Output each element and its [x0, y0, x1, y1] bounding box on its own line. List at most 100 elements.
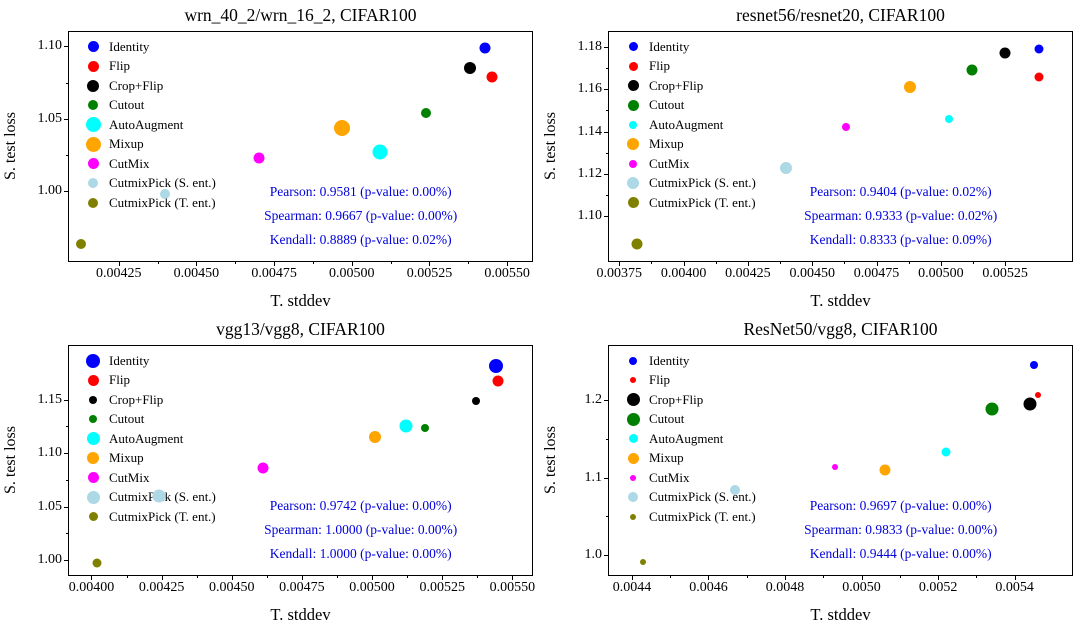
legend: Identity Flip Crop+Flip Cutout AutoAugment Mi… — [77, 351, 216, 527]
legend-item: Crop+Flip — [77, 390, 216, 410]
legend-item-label: Crop+Flip — [109, 391, 164, 407]
scatter-point-cutmix — [253, 152, 265, 164]
legend-item-label: Flip — [109, 372, 130, 388]
legend-item-label: Cutout — [649, 411, 685, 427]
legend-marker-cell — [617, 434, 649, 444]
y-tick-mark — [604, 554, 609, 556]
legend-marker-autoaugment — [85, 117, 101, 133]
chart-title: resnet56/resnet20, CIFAR100 — [736, 5, 945, 25]
legend-marker-cutout — [627, 99, 639, 111]
y-tick-mark — [604, 89, 609, 91]
legend-marker-autoaugment — [86, 432, 100, 446]
legend-marker-cell — [617, 80, 649, 92]
scatter-point-cutmixpick-t-ent — [76, 238, 87, 249]
legend-marker-cell — [77, 178, 109, 189]
x-axis-label: T. stddev — [810, 605, 871, 624]
correlation-stats: Pearson: 0.9742 (p-value: 0.00%) Spearman… — [194, 494, 527, 566]
legend-item-label: Flip — [649, 372, 670, 388]
legend-item-label: CutmixPick (T. ent.) — [649, 508, 756, 524]
legend-item-label: Cutout — [109, 97, 145, 113]
y-tick-mark — [64, 399, 69, 401]
x-tick-label: 0.00475 — [279, 580, 325, 595]
y-tick-mark — [64, 118, 69, 120]
legend-marker-cutmix — [87, 158, 99, 170]
y-tick-label: 1.15 — [37, 391, 63, 407]
legend-item: Flip — [77, 57, 216, 77]
x-tick-mark — [876, 261, 878, 266]
x-tick-mark — [274, 261, 276, 266]
legend-marker-flip — [87, 60, 99, 72]
legend: Identity Flip Crop+Flip Cutout AutoAugment Mi… — [617, 351, 756, 527]
y-tick-mark — [64, 453, 69, 454]
legend-marker-cell — [77, 512, 109, 522]
legend-marker-mixup — [87, 452, 99, 465]
correlation-stat-line: Pearson: 0.9697 (p-value: 0.00%) — [809, 497, 992, 513]
x-tick-mark — [631, 575, 633, 580]
x-tick-mark — [91, 575, 93, 580]
legend-marker-flip — [630, 377, 636, 384]
legend-marker-flip — [628, 61, 638, 71]
x-tick-mark — [429, 261, 431, 266]
x-tick-mark — [196, 261, 198, 266]
legend-item: CutMix — [617, 468, 756, 488]
scatter-point-mixup — [879, 464, 890, 476]
scatter-point-cutmix — [841, 123, 850, 132]
y-tick-mark — [64, 560, 69, 562]
legend-marker-cell — [617, 99, 649, 111]
y-minor-tick-mark — [606, 438, 609, 440]
legend-item-label: Identity — [649, 38, 690, 54]
scatter-point-autoaugment — [372, 144, 388, 160]
scatter-point-cutmix — [257, 462, 269, 474]
legend-marker-cutmix — [630, 474, 636, 481]
scatter-point-flip — [492, 375, 504, 387]
legend-marker-identity — [86, 353, 100, 368]
correlation-stat-line: Spearman: 0.9833 (p-value: 0.00%) — [804, 521, 998, 537]
x-minor-tick-mark — [312, 261, 314, 264]
x-tick-label: 0.00450 — [209, 580, 255, 595]
legend-item-label: Cutout — [649, 97, 685, 113]
y-axis-label-text: S. test loss — [2, 112, 19, 181]
x-tick-label: 0.0048 — [765, 580, 805, 595]
x-tick-mark — [507, 261, 509, 266]
legend-item: Crop+Flip — [617, 76, 756, 96]
legend-item-label: CutmixPick (T. ent.) — [109, 194, 216, 210]
y-minor-tick-mark — [606, 110, 609, 112]
x-minor-tick-mark — [126, 575, 128, 578]
y-axis-label-text: S. test loss — [2, 426, 19, 495]
scatter-point-cutmixpick-s-ent — [152, 489, 166, 503]
y-axis-label: S. test loss — [540, 31, 562, 262]
legend-item-label: AutoAugment — [649, 430, 724, 446]
scatter-point-cutmix — [831, 463, 838, 470]
y-minor-tick-mark — [66, 479, 69, 481]
chart-panel-wrn40-2-wrn16-2: wrn_40_2/wrn_16_2, CIFAR100 S. test loss… — [0, 0, 540, 314]
legend-marker-crop-flip — [627, 80, 639, 92]
x-tick-label: 0.00475 — [853, 266, 900, 281]
x-minor-tick-mark — [468, 261, 470, 264]
x-tick-label: 0.00400 — [660, 266, 707, 281]
legend-marker-identity — [628, 42, 638, 52]
legend-marker-mixup — [627, 452, 639, 464]
scatter-point-cutmixpick-t-ent — [631, 238, 643, 250]
legend-marker-cell — [77, 432, 109, 446]
x-tick-label: 0.00500 — [329, 266, 375, 281]
y-axis-label-text: S. test loss — [542, 426, 559, 495]
legend-item: Identity — [77, 37, 216, 57]
y-tick-label: 1.05 — [37, 498, 63, 514]
legend-marker-cell — [617, 356, 649, 365]
legend-item: Mixup — [77, 449, 216, 469]
y-tick-label: 1.2 — [584, 392, 603, 408]
scatter-point-crop-flip — [999, 47, 1011, 59]
legend-item: CutmixPick (S. ent.) — [77, 174, 216, 194]
legend-item-label: AutoAugment — [649, 116, 724, 132]
scatter-point-autoaugment — [944, 114, 953, 123]
x-tick-mark — [301, 575, 303, 580]
legend-item-label: AutoAugment — [109, 430, 184, 446]
scatter-point-cutmixpick-s-ent — [780, 161, 793, 174]
correlation-stats: Pearson: 0.9697 (p-value: 0.00%) Spearman… — [734, 494, 1067, 566]
scatter-point-mixup — [334, 119, 351, 136]
scatter-point-cutout — [966, 64, 978, 76]
x-tick-label: 0.00425 — [95, 266, 142, 281]
y-tick-mark — [604, 174, 609, 176]
legend-item-label: Identity — [649, 352, 690, 368]
